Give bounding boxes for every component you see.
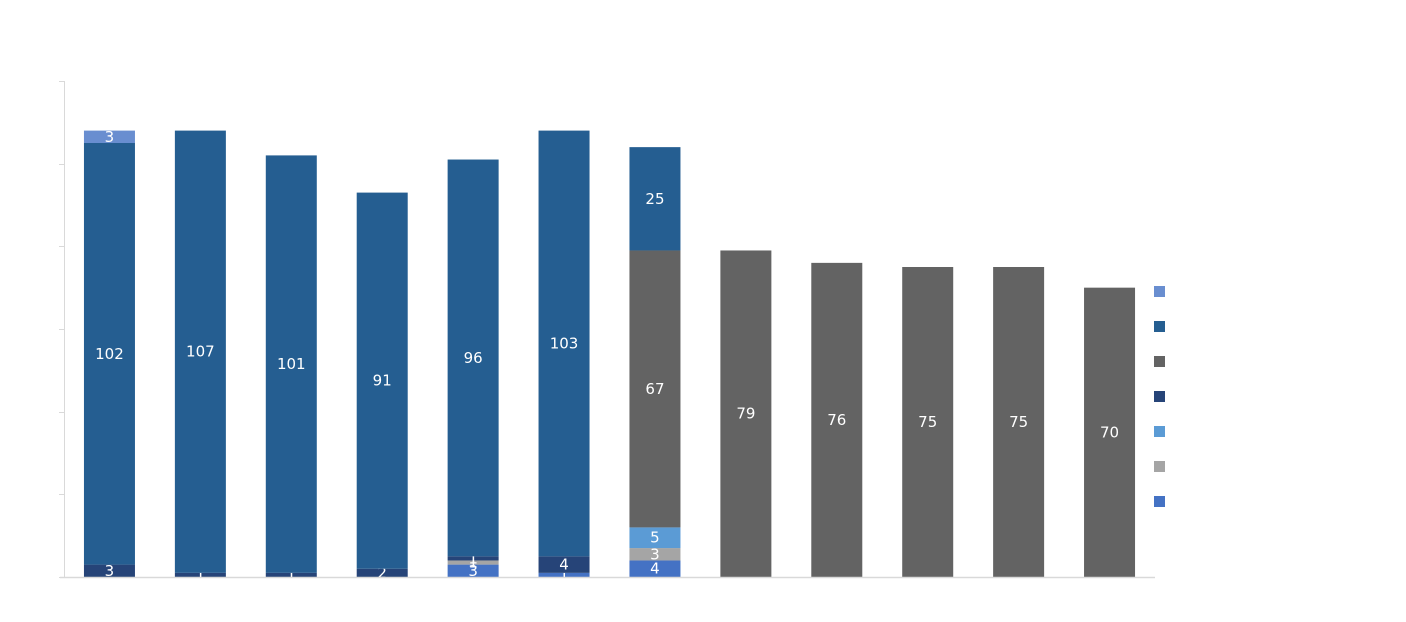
y-axis [59, 81, 65, 578]
data-label: 3 [105, 562, 115, 580]
data-label: 79 [736, 405, 755, 423]
data-label: 103 [550, 334, 579, 352]
data-label: 3 [468, 562, 478, 580]
data-label: 3 [105, 128, 115, 146]
data-label: 70 [1100, 423, 1119, 441]
data-label: 102 [95, 345, 124, 363]
data-label: 75 [918, 413, 937, 431]
data-label: 4 [650, 560, 660, 578]
bar-segment [447, 560, 499, 565]
bar-segment [538, 130, 590, 557]
bar-segment [356, 568, 408, 577]
data-label: 1 [468, 554, 478, 572]
bar-segment [174, 130, 226, 573]
data-label: 5 [650, 529, 660, 547]
bar-segment [447, 556, 499, 561]
data-label: 101 [277, 355, 306, 373]
bar-segment [174, 572, 226, 577]
data-label: 1 [468, 549, 478, 567]
bar-segment [83, 564, 135, 577]
bar-segment [993, 267, 1045, 577]
bar-segment [629, 560, 681, 577]
legend-marker [1154, 356, 1165, 367]
data-label: 67 [645, 380, 664, 398]
legend-marker [1154, 286, 1165, 297]
data-label: 76 [827, 411, 846, 429]
legend [1154, 286, 1165, 507]
bar-segment [629, 147, 681, 251]
legend-marker [1154, 321, 1165, 332]
bar-segment [356, 192, 408, 569]
data-label: 4 [559, 556, 569, 574]
data-label: 96 [464, 349, 483, 367]
data-label: 1 [287, 566, 297, 584]
bar-segment [83, 130, 135, 143]
data-label: 2 [377, 564, 387, 582]
bar-segment [538, 572, 590, 577]
legend-marker [1154, 496, 1165, 507]
data-label: 91 [373, 372, 392, 390]
bar-segment [629, 527, 681, 549]
data-label: 107 [186, 343, 215, 361]
bar-segment [902, 267, 954, 577]
bar-segment [629, 250, 681, 528]
bar-segment [1084, 287, 1136, 577]
legend-marker [1154, 391, 1165, 402]
legend-marker [1154, 426, 1165, 437]
bar-segment [447, 564, 499, 577]
bar-segment [447, 159, 499, 557]
bar-segment [720, 250, 772, 577]
data-label: 3 [650, 545, 660, 563]
bar-segment [811, 262, 863, 577]
data-label: 1 [559, 566, 569, 584]
data-label: 75 [1009, 413, 1028, 431]
data-label: 25 [645, 190, 664, 208]
legend-marker [1154, 461, 1165, 472]
bar-segment [629, 548, 681, 561]
data-label: 1 [196, 566, 206, 584]
bar-segment [83, 143, 135, 565]
bar-segment [538, 556, 590, 573]
bar-segment [265, 155, 317, 573]
bar-segment [265, 572, 317, 577]
